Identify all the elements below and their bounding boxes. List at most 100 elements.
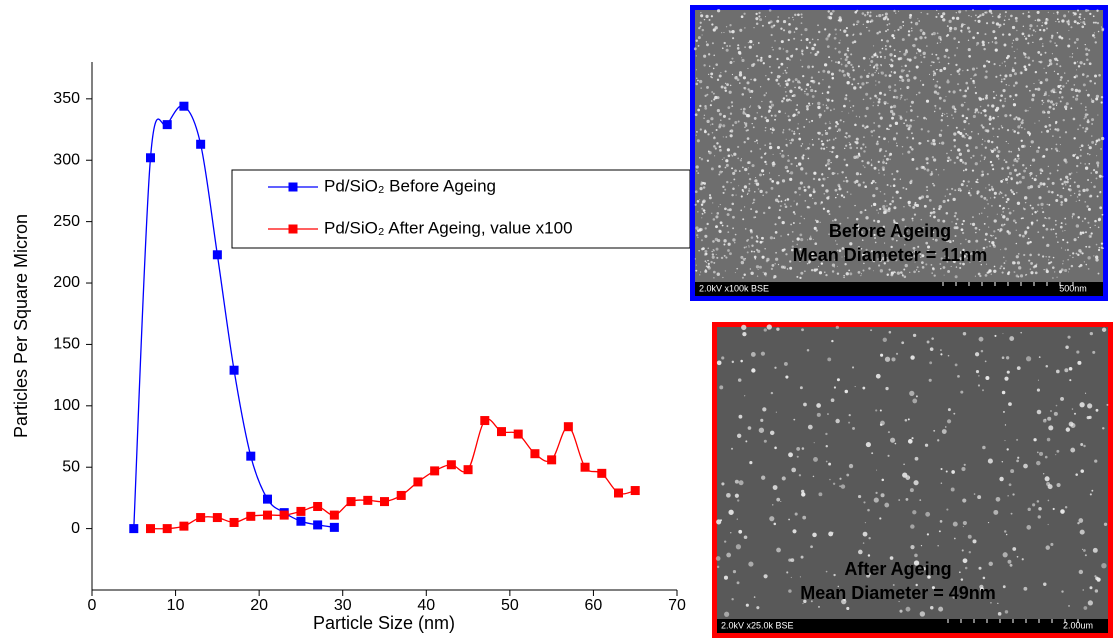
particle — [965, 81, 969, 85]
particle — [956, 16, 960, 20]
particle — [735, 194, 737, 196]
particle — [990, 149, 992, 151]
marker — [296, 516, 306, 526]
particle — [887, 102, 889, 105]
particle — [877, 160, 880, 163]
particle — [761, 255, 765, 259]
particle — [725, 26, 728, 28]
particle — [1010, 150, 1013, 153]
particle — [801, 447, 805, 450]
particle — [912, 398, 918, 404]
particle — [1046, 110, 1051, 114]
particle — [773, 522, 777, 526]
particle — [835, 418, 840, 424]
particle — [920, 195, 925, 199]
particle — [854, 385, 856, 388]
particle — [747, 88, 750, 91]
particle — [694, 113, 698, 117]
particle — [751, 368, 756, 373]
particle — [885, 162, 888, 165]
particle — [1073, 137, 1076, 140]
particle — [1088, 415, 1092, 419]
particle — [817, 24, 819, 27]
particle — [864, 146, 867, 148]
particle — [696, 199, 700, 203]
particle — [1044, 418, 1047, 421]
particle — [1002, 196, 1004, 199]
particle — [985, 11, 988, 14]
particle — [1087, 403, 1093, 409]
particle — [1055, 369, 1060, 374]
particle — [1064, 230, 1066, 232]
particle — [712, 67, 715, 70]
particle — [705, 265, 708, 268]
particle — [775, 411, 777, 413]
particle — [827, 176, 829, 179]
particle — [781, 149, 784, 152]
particle — [1094, 575, 1097, 578]
particle — [939, 68, 943, 73]
particle — [729, 84, 732, 87]
particle — [719, 148, 722, 152]
particle — [768, 206, 771, 209]
particle — [970, 77, 972, 80]
particle — [708, 196, 712, 200]
particle — [879, 423, 883, 426]
particle — [1003, 223, 1006, 226]
particle — [888, 268, 891, 271]
particle — [852, 78, 856, 81]
particle — [947, 79, 949, 81]
particle — [953, 412, 956, 415]
particle — [984, 140, 986, 142]
particle — [1071, 215, 1073, 217]
particle — [953, 247, 956, 250]
particle — [902, 153, 904, 155]
particle — [997, 602, 999, 604]
particle — [1076, 69, 1078, 71]
particle — [870, 250, 873, 253]
particle — [715, 128, 718, 131]
particle — [785, 98, 790, 102]
particle — [875, 373, 881, 379]
particle — [755, 235, 758, 238]
particle — [1016, 29, 1018, 32]
particle — [1033, 83, 1035, 85]
particle — [831, 171, 835, 175]
particle — [825, 104, 828, 106]
particle — [937, 13, 940, 15]
particle — [836, 265, 838, 267]
particle — [993, 148, 997, 152]
particle — [1045, 365, 1049, 368]
particle — [1100, 95, 1104, 99]
particle — [711, 253, 715, 256]
particle — [1030, 140, 1034, 144]
particle — [1040, 202, 1044, 206]
particle — [1064, 107, 1068, 111]
particle — [965, 132, 968, 135]
y-tick-label: 250 — [53, 213, 80, 230]
particle — [997, 228, 1000, 231]
particle — [1001, 167, 1004, 170]
particle — [990, 197, 992, 199]
particle — [1013, 130, 1016, 133]
particle — [1061, 182, 1064, 186]
particle — [950, 487, 955, 492]
particle — [940, 118, 943, 122]
particle — [954, 275, 958, 279]
particle — [1071, 408, 1074, 410]
particle — [802, 603, 804, 605]
particle — [1047, 99, 1050, 103]
particle — [1052, 107, 1055, 111]
particle — [1036, 500, 1040, 503]
particle — [1045, 269, 1049, 274]
particle — [1079, 529, 1085, 535]
particle — [1017, 253, 1020, 255]
particle — [872, 202, 877, 207]
particle — [913, 203, 917, 207]
particle — [900, 75, 904, 79]
particle — [760, 56, 763, 59]
particle — [932, 182, 934, 185]
particle — [875, 15, 878, 17]
particle — [811, 65, 814, 68]
particle — [812, 177, 816, 181]
